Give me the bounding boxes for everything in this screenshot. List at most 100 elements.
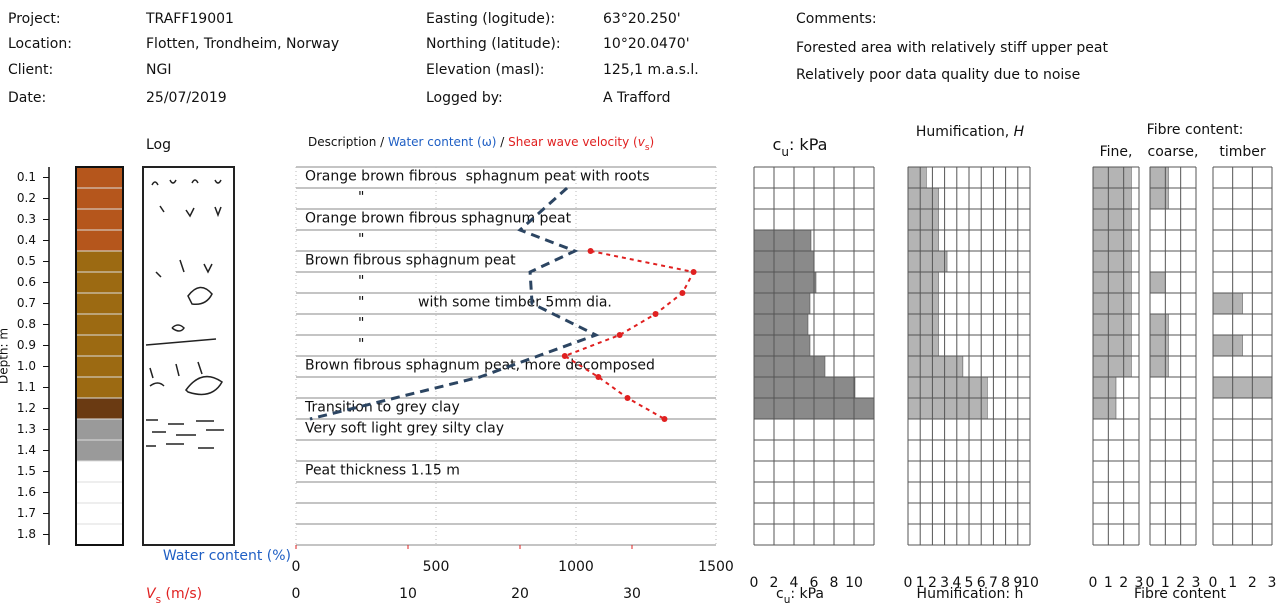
bar [907,187,939,210]
bar [907,355,964,378]
description: " [358,232,364,248]
field-label: Client: [8,62,53,78]
field-value: 10°20.0470' [603,36,690,52]
field-value: 63°20.250' [603,11,681,27]
chart-title: Humification, H [916,124,1025,140]
chart-title-part: Shear wave velocity ( [508,135,638,149]
bar [907,334,939,357]
description: Very soft light grey silty clay [305,421,504,437]
description: " [358,316,364,332]
x-tick-label: 3 [1135,575,1144,591]
x-tick-label: 2 [1176,575,1185,591]
field-label: Easting (logitude): [426,11,555,27]
vs-point [616,332,623,338]
description: Transition to grey clay [304,400,460,416]
series-name: timber [1219,144,1266,160]
x-tick-label: 10 [1021,575,1039,591]
y-tick-label: 0.7 [17,296,36,310]
x2-axis-label-part: (m/s) [161,586,202,602]
field-value: 25/07/2019 [146,90,227,106]
x-axis-label-part: : kPa [790,586,824,602]
y-tick-label: 0.1 [17,170,36,184]
y-tick-label: 1.7 [17,506,36,520]
bar [1092,313,1132,336]
x-tick-label: 0 [750,575,759,591]
vs-point [624,395,631,401]
bar [753,334,811,357]
y-tick-label: 1.6 [17,485,36,499]
bar [1212,292,1243,315]
field-label: Elevation (masl): [426,62,545,78]
description: Brown fibrous sphagnum peat [305,253,516,269]
x-tick-label: 10 [845,575,863,591]
field-value: TRAFF19001 [145,11,234,27]
description: " [358,337,364,353]
field-value: 125,1 m.a.s.l. [603,62,699,78]
chart-title-part: c [773,135,782,154]
x2-axis-label: Vs (m/s) [146,586,202,603]
x-tick-label: 4 [790,575,799,591]
x2-tick-label: 0 [292,586,301,602]
x-tick-label: 2 [1119,575,1128,591]
x-tick-label: 2 [928,575,937,591]
x-tick-label: 4 [952,575,961,591]
bar [1212,334,1243,357]
x-tick-label: 8 [1001,575,1010,591]
chart-title-part: Description / [308,135,388,149]
description: Brown fibrous sphagnum peat, more decomp… [305,358,655,374]
chart-title-part: H [1014,124,1025,140]
chart-title: Fibre content: [1147,122,1244,138]
bar [907,313,939,336]
x-axis-label: cu: kPa [776,586,824,603]
description: " [358,190,364,206]
x2-tick-label: 20 [511,586,529,602]
chart-title-part: Water content (ω) [388,135,496,149]
bar [753,292,811,315]
bar [1092,271,1132,294]
y-tick-label: 0.3 [17,212,36,226]
field-label: Location: [8,36,72,52]
log-frame [75,166,124,546]
soil-layer [76,251,123,398]
description: Peat thickness 1.15 m [305,463,460,479]
bar [907,166,927,189]
field-label: Logged by: [426,90,503,106]
x-tick-label: 1 [1228,575,1237,591]
bar [1092,376,1117,399]
x-tick-label: 3 [1268,575,1277,591]
vs-line [562,250,696,420]
soil-layer [76,398,123,419]
x2-axis-label-part: V [146,586,157,602]
bar [1092,250,1132,273]
vs-point [652,311,659,317]
x-axis-label-part: Water content (%) [163,548,291,564]
x-tick-label: 3 [940,575,949,591]
field-label: Northing (latitude): [426,36,561,52]
bar [1092,334,1132,357]
y-tick-label: 0.4 [17,233,36,247]
x-axis-label-part: Humification: h [917,586,1024,602]
water-content-line [309,186,600,421]
bar [1092,187,1132,210]
x-tick-label: 0 [1146,575,1155,591]
field-value: NGI [146,62,171,78]
y-tick-label: 0.6 [17,275,36,289]
comment: Forested area with relatively stiff uppe… [796,40,1108,56]
y-tick-label: 1.1 [17,380,36,394]
x2-tick-label: 30 [623,586,641,602]
chart-title-part: v [638,135,646,149]
bar [907,208,939,231]
bar [907,250,948,273]
x-tick-label: 8 [830,575,839,591]
x-tick-label: 5 [965,575,974,591]
y-tick-label: 1.4 [17,443,36,457]
x2-axis-label-part: s [156,594,161,603]
description: " [358,274,364,290]
x-tick-label: 1500 [698,559,734,575]
y-tick-label: 0.8 [17,317,36,331]
chart-title-part: s [645,143,650,153]
y-tick-label: 0.5 [17,254,36,268]
chart-title-part: u [781,145,789,159]
x-tick-label: 9 [1013,575,1022,591]
